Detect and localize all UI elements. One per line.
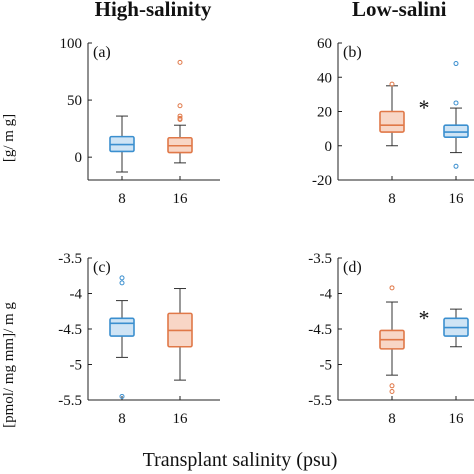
box-a-16 [167,59,193,164]
y-tick-label-d: -5 [320,358,333,374]
outlier-point [389,388,395,394]
y-tick-label-a: 100 [60,36,83,52]
y-tick-label-d: -5.5 [308,393,332,409]
y-tick-label-b: 40 [317,70,332,86]
x-axis-label: Transplant salinity (psu) [143,449,338,471]
y-tick-label-c: -4.5 [58,322,82,338]
y-tick-label-a: 50 [67,93,82,109]
outlier-point [177,115,183,121]
y-tick-label-b: 0 [325,139,333,155]
panel-a: 0 50 100 8 16 (a) [60,36,220,207]
panel-label-c: (c) [93,259,111,276]
box-b-8 [379,81,405,147]
panel-d: -5.5 -5 -4.5 -4 -3.5 8 16 (d) * [308,251,474,427]
y-tick-label-c: -4 [70,287,83,303]
iqr-box [109,317,135,337]
significance-marker-d: * [419,305,430,330]
outlier-point [177,59,183,65]
x-tick-label-a: 8 [118,191,126,207]
y-tick-label-b: 60 [317,36,332,52]
y-tick-label-d: -3.5 [308,251,332,267]
y-tick-label-c: -5.5 [58,393,82,409]
outlier-point [177,103,183,109]
outlier-point [119,275,125,281]
y-axis-label-top-fragment: [g/ m g] [1,114,17,162]
significance-marker-b: * [419,95,430,120]
x-tick-label-d: 8 [388,411,396,427]
x-tick-label-a: 16 [173,191,189,207]
x-tick-label-d: 16 [449,411,465,427]
column-title-high-salinity: High-salinity [95,0,212,21]
box-c-8 [109,275,135,399]
outlier-point [453,61,459,67]
iqr-box [443,124,469,138]
column-title-low-salinity: Low-salini [352,0,447,21]
y-tick-label-c: -3.5 [58,251,82,267]
y-tick-label-a: 0 [75,150,83,166]
outlier-point [389,383,395,389]
box-d-16 [443,308,469,348]
x-tick-label-b: 8 [388,191,396,207]
panel-label-d: (d) [343,259,362,276]
outlier-point [389,81,395,87]
box-a-8 [109,115,135,173]
y-tick-label-b: 20 [317,105,332,121]
y-tick-label-d: -4 [320,287,333,303]
outlier-point [119,280,125,286]
y-axis-label-bottom-fragment: [pmol/ mg mm]/ m g [1,302,17,428]
outlier-point [453,163,459,169]
y-tick-label-c: -5 [70,358,83,374]
outlier-point [389,285,395,291]
outlier-point [119,393,125,399]
outlier-point [453,100,459,106]
y-tick-label-d: -4.5 [308,322,332,338]
panel-label-a: (a) [93,44,111,61]
y-tick-label-b: -20 [312,173,332,189]
panel-c: -5.5 -5 -4.5 -4 -3.5 8 16 (c) [58,251,220,427]
panel-b: -20 0 20 40 60 8 16 (b) * [312,36,474,207]
x-tick-label-b: 16 [449,191,465,207]
box-c-16 [167,288,193,381]
box-d-8 [379,285,405,394]
x-tick-label-c: 8 [118,411,126,427]
x-tick-label-c: 16 [173,411,189,427]
panel-label-b: (b) [343,44,362,61]
iqr-box [379,110,405,133]
box-b-16 [443,61,469,169]
outlier-point [177,113,183,119]
